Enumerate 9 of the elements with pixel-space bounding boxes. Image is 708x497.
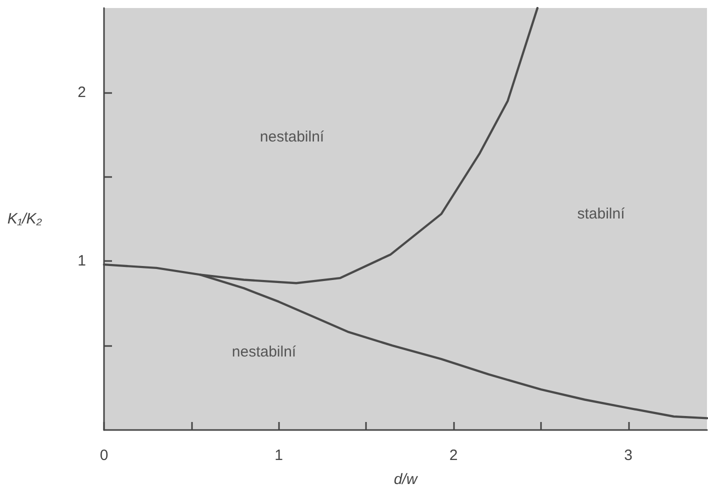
y-axis-title: K₁/K₂: [7, 210, 42, 228]
x-tick-label: 2: [449, 447, 458, 464]
annotation: stabilní: [577, 206, 626, 222]
x-tick-label: 1: [274, 447, 283, 464]
x-tick-label: 0: [100, 447, 108, 464]
annotation: nestabilní: [232, 344, 297, 360]
x-axis-title: d/w: [394, 471, 418, 488]
x-tick-label: 3: [624, 447, 633, 464]
annotation: nestabilní: [260, 128, 325, 146]
